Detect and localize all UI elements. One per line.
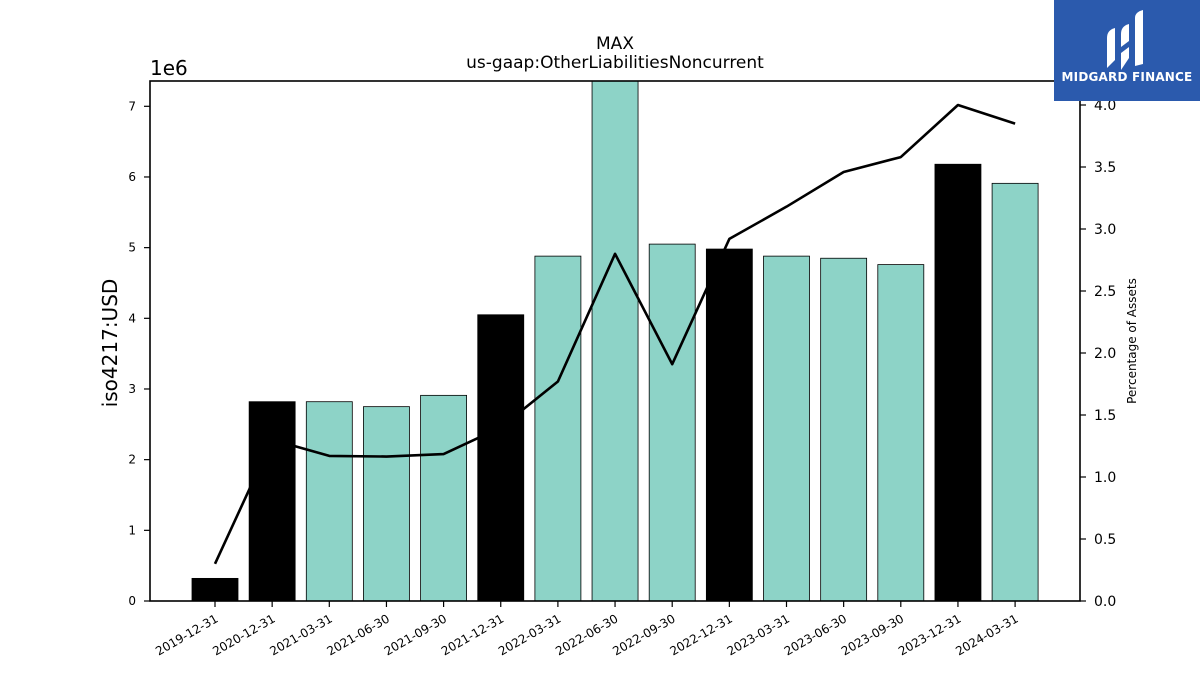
x-tick-label: 2020-12-31 (210, 611, 277, 658)
bar-2022-03-31 (534, 255, 582, 601)
y-tick-label: 6 (128, 170, 136, 184)
y2-tick-label: 4.0 (1094, 98, 1116, 114)
bar-2023-12-31 (934, 163, 982, 601)
x-tick-label: 2023-09-30 (839, 611, 906, 658)
x-tick-label: 2022-03-31 (496, 611, 563, 658)
bar-2022-09-30 (648, 243, 696, 601)
x-tick-label: 2022-12-31 (667, 611, 734, 658)
y2-axis-label: Percentage of Assets (1125, 278, 1139, 404)
x-tick-label: 2022-09-30 (610, 611, 677, 658)
bar-2023-09-30 (877, 264, 925, 601)
bar-2022-06-30 (591, 81, 639, 601)
y2-tick-label: 0.5 (1094, 532, 1116, 548)
x-tick-label: 2023-03-31 (725, 611, 792, 658)
y-tick-label: 0 (128, 594, 136, 608)
x-tick-label: 2022-06-30 (553, 611, 620, 658)
bar-2021-06-30 (363, 406, 410, 601)
x-tick-label: 2021-12-31 (439, 611, 506, 658)
y2-tick-label: 3.5 (1094, 160, 1116, 176)
chart-subtitle: us-gaap:OtherLiabilitiesNoncurrent (466, 53, 764, 73)
bar-2021-12-31 (477, 314, 525, 601)
y2-tick-label: 2.5 (1094, 284, 1116, 300)
x-tick-label: 2024-03-31 (953, 611, 1020, 658)
chart-title: MAX (596, 34, 634, 54)
y-tick-label: 7 (128, 99, 136, 113)
logo-mark-icon (1107, 10, 1143, 70)
bar-2020-12-31 (248, 401, 296, 601)
y2-tick-label: 3.0 (1094, 222, 1116, 238)
bar-2023-06-30 (820, 257, 868, 601)
x-tick-label: 2019-12-31 (153, 611, 220, 658)
y-offset-label: 1e6 (150, 56, 188, 80)
bar-2019-12-31 (191, 577, 239, 601)
bar-2022-12-31 (705, 248, 753, 601)
bar-2021-03-31 (305, 401, 353, 601)
x-tick-label: 2023-12-31 (896, 611, 963, 658)
y2-tick-label: 2.0 (1094, 346, 1116, 362)
y-tick-label: 2 (128, 453, 136, 467)
bar-2021-09-30 (420, 394, 468, 601)
y2-tick-label: 0.0 (1094, 594, 1116, 610)
x-tick-label: 2021-09-30 (382, 611, 449, 658)
y2-tick-label: 1.0 (1094, 470, 1116, 486)
x-tick-label: 2023-06-30 (782, 611, 849, 658)
bar-2023-03-31 (763, 255, 810, 601)
y-tick-label: 5 (128, 241, 136, 255)
y-tick-label: 4 (128, 311, 136, 325)
x-tick-label: 2021-06-30 (325, 611, 392, 658)
y-tick-label: 1 (128, 523, 136, 537)
x-tick-label: 2021-03-31 (267, 611, 334, 658)
brand-logo: MIDGARD FINANCE (1054, 0, 1200, 101)
logo-text: MIDGARD FINANCE (1061, 70, 1193, 84)
y2-tick-label: 1.5 (1094, 408, 1116, 424)
y-axis-label: iso4217:USD (98, 279, 122, 408)
y-tick-label: 3 (128, 382, 136, 396)
bar-2024-03-31 (991, 182, 1039, 601)
